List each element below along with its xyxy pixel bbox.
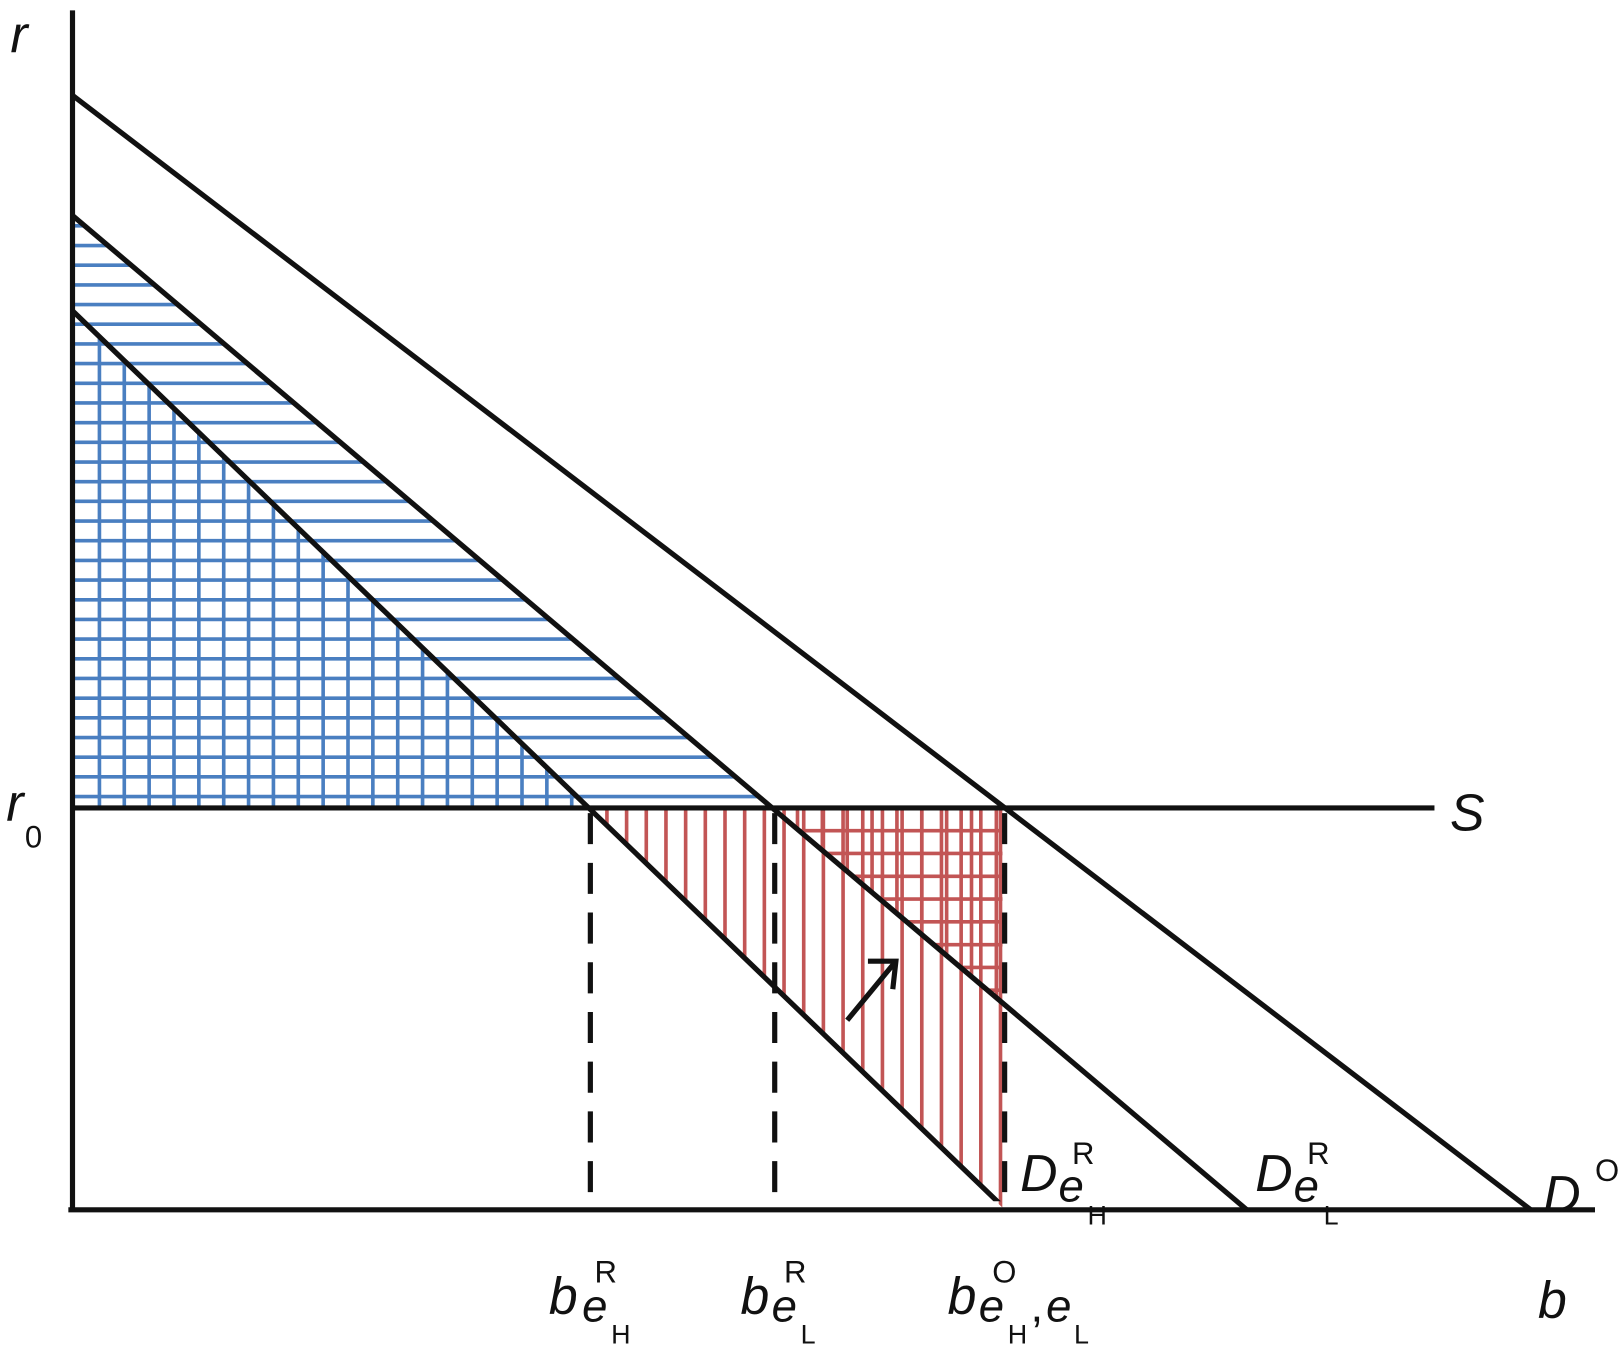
hatching	[72, 224, 1003, 1208]
curve-subsub: L	[1324, 1200, 1339, 1230]
hatch-group	[97, 310, 574, 808]
curve-sup: R	[1072, 1136, 1094, 1171]
tick-sup: O	[992, 1254, 1016, 1289]
curve-label: D	[1543, 1165, 1580, 1223]
tick-sub: e	[582, 1281, 607, 1332]
curve-sup: R	[1307, 1136, 1329, 1171]
curve-sup: O	[1595, 1153, 1619, 1188]
demand-el	[73, 216, 1262, 1223]
tick-sub: e	[979, 1281, 1004, 1332]
tick-sep: ,	[1031, 1281, 1044, 1332]
tick-sub: e	[1046, 1281, 1071, 1332]
tick-sub: e	[772, 1281, 797, 1332]
lines	[68, 10, 1596, 1229]
y-axis-label: r	[10, 5, 29, 63]
tick-subsub: H	[1008, 1319, 1027, 1349]
r0-sub: 0	[25, 819, 42, 854]
arrow	[845, 958, 899, 1022]
curve-label: D	[1255, 1144, 1292, 1202]
hatch-group	[72, 224, 772, 799]
tick-subsub: L	[801, 1319, 816, 1349]
tick-label: b	[741, 1266, 770, 1324]
tick-subsub: H	[611, 1319, 630, 1349]
curve-label: D	[1020, 1144, 1057, 1202]
r0-label: r	[6, 773, 25, 831]
tick-sup: R	[595, 1254, 617, 1289]
tick-label: b	[549, 1266, 578, 1324]
tick-label: b	[948, 1266, 977, 1324]
curve-subsub: H	[1088, 1200, 1107, 1230]
demand-eh	[73, 311, 1026, 1229]
tick-subsub: L	[1074, 1319, 1089, 1349]
supply-label: S	[1450, 784, 1485, 842]
x-axis-label: b	[1538, 1271, 1567, 1329]
hatch-group	[605, 807, 1003, 1208]
curve-sub: e	[1059, 1161, 1084, 1212]
tick-sup: R	[784, 1254, 806, 1289]
demand-o	[70, 93, 1533, 1212]
curve-sub: e	[1294, 1161, 1319, 1212]
